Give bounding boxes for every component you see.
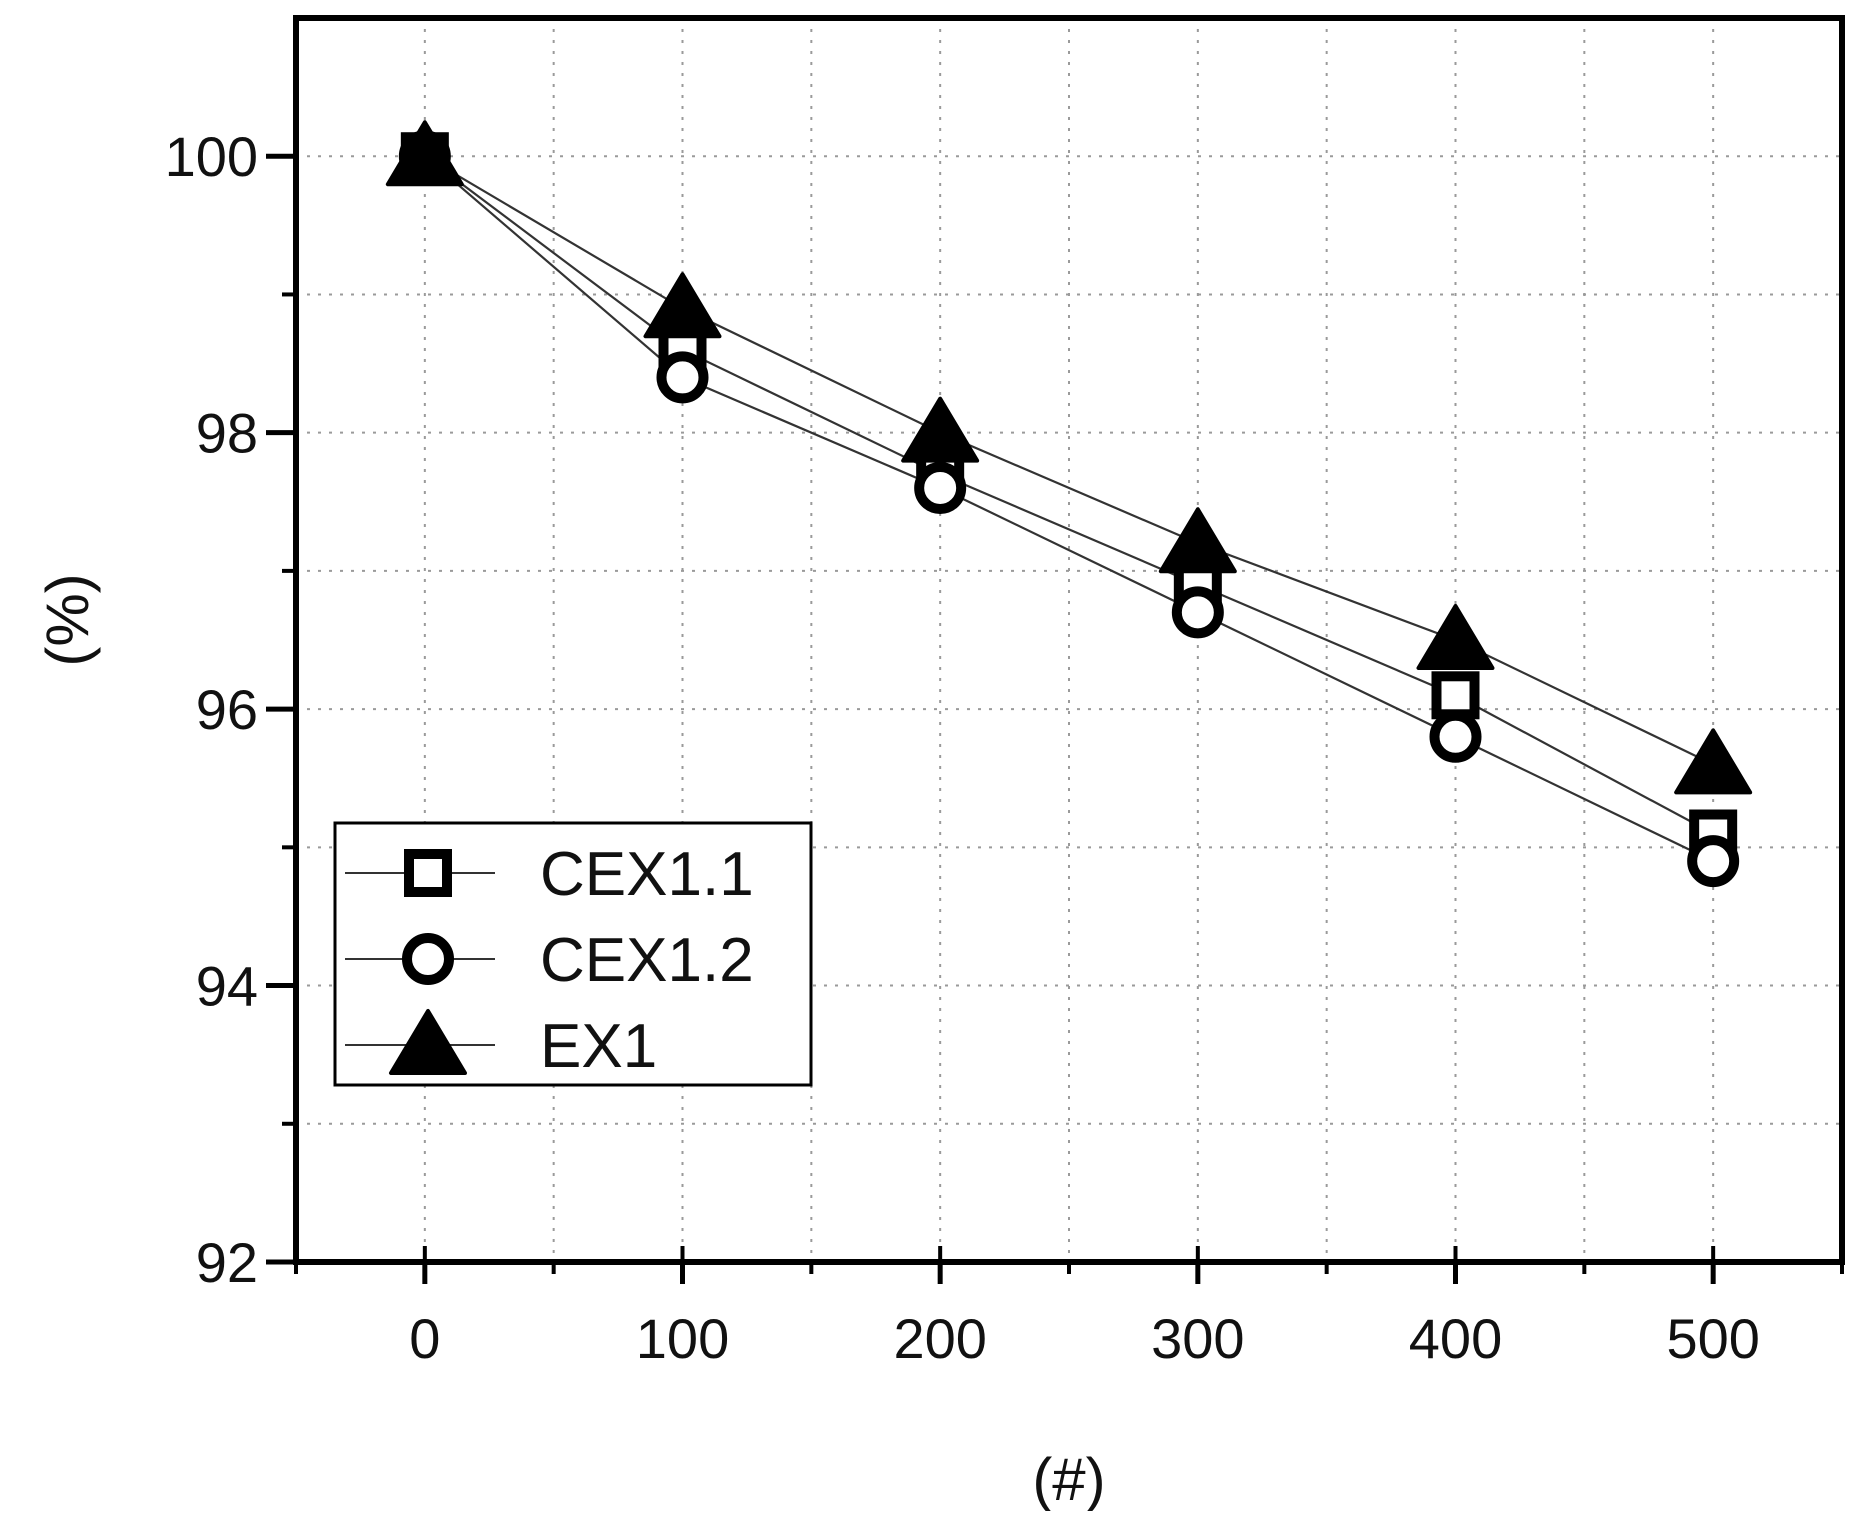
- x-tick-label: 300: [1151, 1307, 1244, 1370]
- x-tick-label: 100: [636, 1307, 729, 1370]
- x-axis-label: (#): [1032, 1446, 1105, 1511]
- legend-marker-ex1: [389, 1009, 467, 1075]
- series-line-ex1: [424, 155, 1714, 766]
- series-lines: [424, 155, 1714, 863]
- legend: CEX1.1 CEX1.2 EX1: [333, 821, 813, 1087]
- data-point-cex1-2: [656, 351, 709, 404]
- series-line-cex1-2: [424, 155, 1714, 863]
- data-point-cex1-1: [1431, 671, 1480, 720]
- legend-label-cex1-2: CEX1.2: [540, 926, 754, 995]
- x-tick-label: 200: [893, 1307, 986, 1370]
- data-point-ex1: [385, 120, 464, 187]
- data-point-cex1-2: [1429, 710, 1482, 763]
- legend-marker-cex1-2: [402, 933, 454, 985]
- data-point-ex1: [1674, 728, 1753, 795]
- data-point-ex1: [901, 396, 980, 463]
- series-line-cex1-1: [424, 155, 1714, 835]
- data-point-ex1: [1416, 604, 1495, 670]
- y-tick-label: 98: [196, 402, 258, 465]
- y-tick-label: 94: [196, 955, 258, 1018]
- y-axis-label: (%): [34, 573, 101, 666]
- x-tick-label: 500: [1666, 1307, 1759, 1370]
- legend-label-ex1: EX1: [540, 1012, 657, 1081]
- x-tick-label: 0: [409, 1307, 440, 1370]
- data-point-cex1-2: [1687, 835, 1740, 888]
- data-point-cex1-2: [1171, 586, 1224, 639]
- y-tick-label: 96: [196, 678, 258, 741]
- data-point-ex1: [1158, 507, 1237, 574]
- data-point-ex1: [643, 272, 722, 339]
- legend-marker-cex1-1: [404, 849, 452, 897]
- axes: 0 100 200 300 400 500 92 94 96 98 100: [165, 15, 1845, 1370]
- legend-label-cex1-1: CEX1.1: [540, 840, 754, 909]
- x-tick-label: 400: [1409, 1307, 1502, 1370]
- series-markers: [385, 120, 1753, 888]
- data-point-cex1-2: [914, 461, 967, 514]
- y-tick-label: 92: [196, 1231, 258, 1294]
- y-tick-label: 100: [165, 125, 258, 188]
